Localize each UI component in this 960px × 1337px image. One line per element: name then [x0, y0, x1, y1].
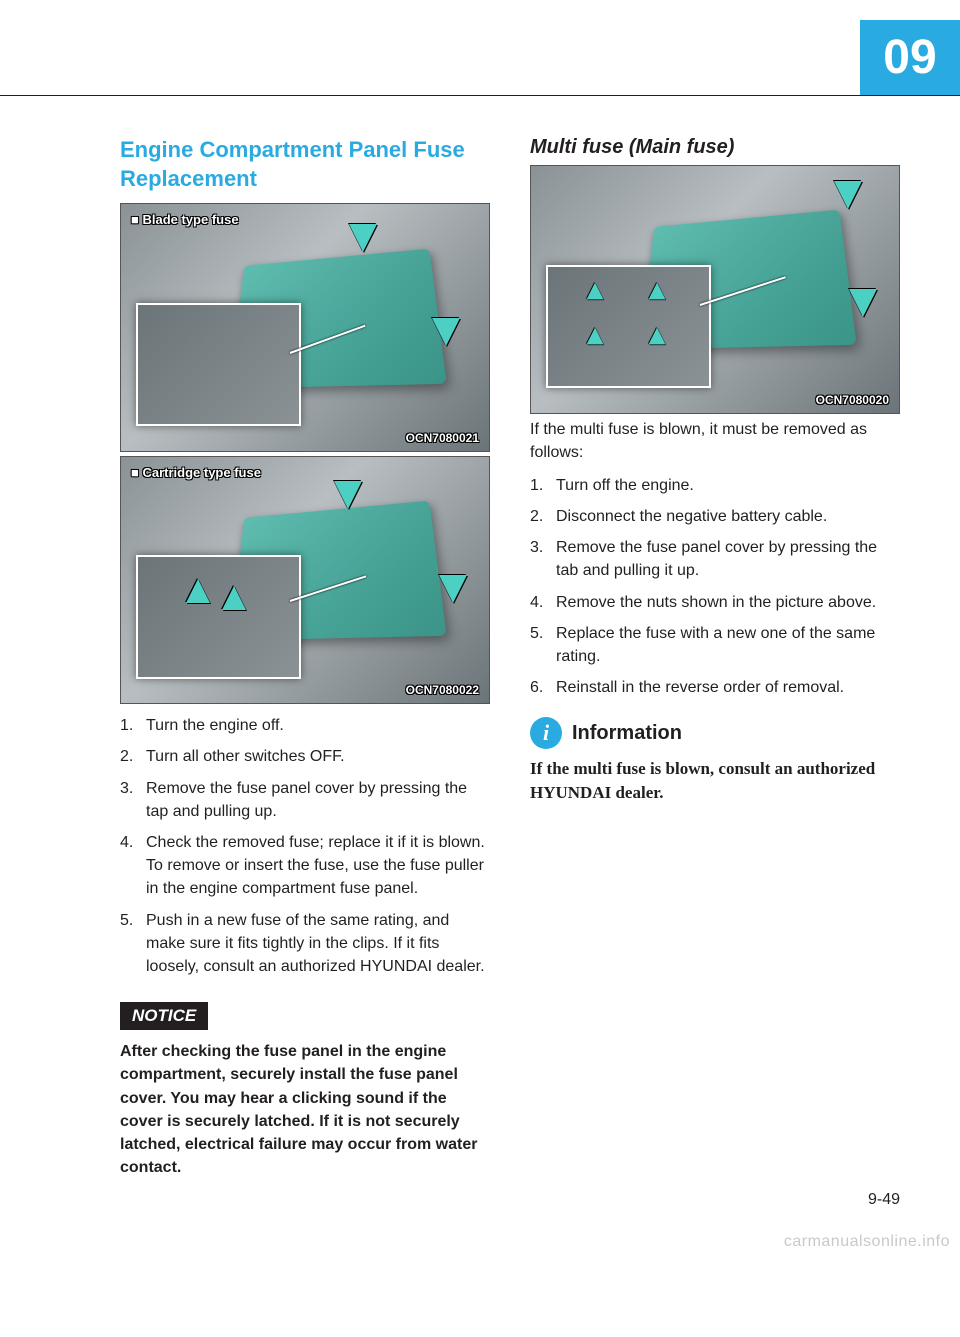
- info-icon: i: [530, 717, 562, 749]
- subsection-title: Multi fuse (Main fuse): [530, 136, 900, 159]
- figure-blade-fuse: ■ Blade type fuse OCN7080021: [120, 203, 490, 452]
- list-item: Disconnect the negative battery cable.: [530, 505, 900, 528]
- right-steps-list: Turn off the engine. Disconnect the nega…: [530, 474, 900, 700]
- info-text: If the multi fuse is blown, consult an a…: [530, 757, 900, 805]
- list-item: Remove the fuse panel cover by pressing …: [530, 536, 900, 582]
- figure-label: ■ Blade type fuse: [131, 212, 239, 227]
- chapter-badge: 09: [860, 20, 960, 95]
- figure-cartridge-fuse: ■ Cartridge type fuse OCN7080022: [120, 456, 490, 705]
- list-item: Remove the fuse panel cover by pressing …: [120, 777, 490, 823]
- inset-detail: [546, 265, 712, 388]
- figure-multi-fuse: OCN7080020: [530, 165, 900, 414]
- arrow-icon: [222, 586, 246, 610]
- notice-text: After checking the fuse panel in the eng…: [120, 1040, 490, 1179]
- arrow-icon: [186, 579, 210, 603]
- arrow-icon: [587, 327, 604, 344]
- arrow-icon: [439, 575, 467, 603]
- inset-detail: [136, 303, 302, 426]
- right-column: Multi fuse (Main fuse) OCN7080020 If the…: [530, 136, 900, 1179]
- list-item: Turn the engine off.: [120, 714, 490, 737]
- intro-text: If the multi fuse is blown, it must be r…: [530, 418, 900, 464]
- arrow-icon: [432, 318, 460, 346]
- figure-code: OCN7080022: [406, 683, 479, 697]
- page-header: 09: [0, 0, 960, 95]
- list-item: Turn all other switches OFF.: [120, 745, 490, 768]
- arrow-icon: [349, 224, 377, 252]
- arrow-icon: [648, 282, 665, 299]
- list-item: Replace the fuse with a new one of the s…: [530, 622, 900, 668]
- left-column: Engine Compartment Panel Fuse Replacemen…: [120, 136, 490, 1179]
- info-title: Information: [572, 722, 682, 745]
- information-header: i Information: [530, 717, 900, 749]
- watermark: carmanualsonline.info: [784, 1233, 950, 1251]
- list-item: Remove the nuts shown in the picture abo…: [530, 591, 900, 614]
- figure-code: OCN7080020: [816, 393, 889, 407]
- list-item: Check the removed fuse; replace it if it…: [120, 831, 490, 901]
- inset-detail: [136, 555, 302, 678]
- figure-code: OCN7080021: [406, 431, 479, 445]
- arrow-icon: [849, 289, 877, 317]
- section-title: Engine Compartment Panel Fuse Replacemen…: [120, 136, 490, 193]
- notice-badge: NOTICE: [120, 1002, 208, 1030]
- page-content: Engine Compartment Panel Fuse Replacemen…: [0, 136, 960, 1179]
- list-item: Push in a new fuse of the same rating, a…: [120, 909, 490, 979]
- list-item: Reinstall in the reverse order of remova…: [530, 676, 900, 699]
- arrow-icon: [334, 481, 362, 509]
- arrow-icon: [648, 327, 665, 344]
- arrow-icon: [834, 181, 862, 209]
- arrow-icon: [587, 282, 604, 299]
- header-rule: [0, 95, 960, 96]
- left-steps-list: Turn the engine off. Turn all other swit…: [120, 714, 490, 978]
- page-number: 9-49: [868, 1191, 900, 1209]
- figure-label: ■ Cartridge type fuse: [131, 465, 261, 480]
- list-item: Turn off the engine.: [530, 474, 900, 497]
